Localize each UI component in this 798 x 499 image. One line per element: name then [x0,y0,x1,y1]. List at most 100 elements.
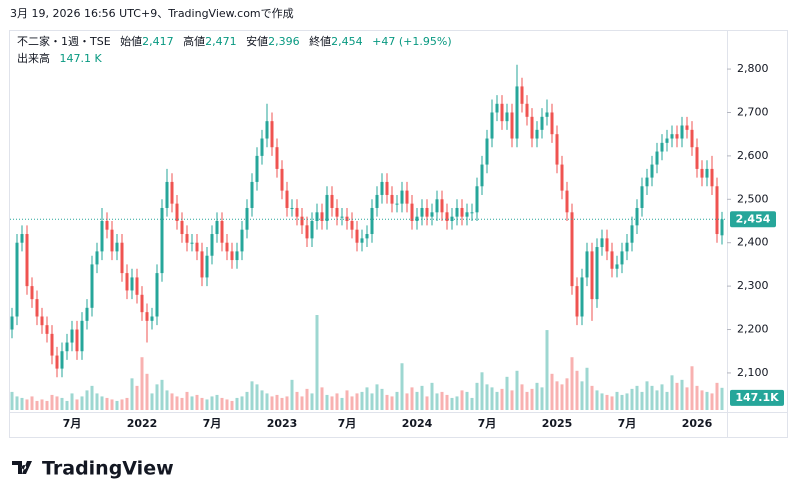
volume-bar [270,396,274,410]
volume-bar [50,394,54,410]
candle-body [650,164,654,178]
y-tick-label: 2,600 [737,149,769,162]
candle-body [440,199,444,213]
candle-body [500,103,504,122]
volume-bar [195,394,199,410]
volume-bar [90,385,94,410]
x-tick-label: 7月 [203,417,222,430]
candle-body [110,229,114,252]
volume-bar [495,391,499,410]
volume-bar [285,396,289,410]
candle-body [325,194,329,221]
volume-bar [70,393,74,410]
high-label: 高値 [183,34,205,48]
candle-body [80,320,84,352]
volume-bar [85,390,89,410]
volume-bar [365,387,369,410]
candle-body [25,234,29,287]
volume-bar [255,384,259,410]
candle-body [690,129,694,148]
candle-body [370,207,374,235]
y-tick-label: 2,200 [737,323,769,336]
candle-body [475,186,479,213]
candle-body [255,155,259,182]
close-label: 終値 [309,34,331,48]
volume-bar [505,376,509,410]
candle-body [150,316,154,321]
candle-body [180,221,184,235]
candle-body [545,112,549,117]
candle-body [315,212,319,221]
candle-body [175,203,179,221]
volume-bar [475,382,479,410]
candle-body [120,242,124,274]
candle-body [95,251,99,265]
candle-body [410,203,414,221]
volume-bar [645,381,649,410]
candle-body [520,86,524,104]
candle-body [610,251,614,269]
candle-body [470,212,474,214]
volume-bar [45,400,49,410]
candle-body [525,103,529,117]
candle-body [335,207,339,217]
last-price-badge [730,211,776,228]
volume-bar [210,396,214,410]
x-tick-label: 7月 [338,417,357,430]
candle-body [40,316,44,326]
volume-bar [660,384,664,410]
open-label: 始値 [120,34,142,48]
volume-bar [355,393,359,410]
y-tick-label: 2,700 [737,105,769,118]
volume-bar [300,396,304,410]
candle-body [290,207,294,209]
candle-body [535,129,539,139]
volume-bar [25,399,29,410]
close-value: 2,454 [331,35,363,48]
volume-bar [235,397,239,410]
candle-body [655,151,659,165]
candle-body [65,342,69,352]
candle-body [590,251,594,300]
volume-bar [20,397,24,410]
volume-bar [470,397,474,410]
chart-frame [9,30,788,438]
volume-bar [15,396,19,410]
candle-body [595,247,599,300]
candle-body [275,147,279,169]
candle-body [330,194,334,208]
candle-body [260,138,264,156]
volume-bar [560,384,564,410]
volume-bar [250,381,254,410]
candle-body [35,299,39,317]
volume-bar [350,396,354,410]
volume-bar [340,397,344,410]
candle-body [230,251,234,261]
y-tick-label: 2,400 [737,236,769,249]
candle-body [570,212,574,287]
volume-bar [685,387,689,410]
candle-body [225,242,229,252]
volume-bar [155,384,159,410]
volume-bar [60,397,64,410]
candle-body [220,221,224,243]
volume-bar [490,387,494,410]
candle-body [720,219,724,236]
candle-body [100,221,104,252]
volume-bar [130,378,134,410]
volume-bar [635,385,639,410]
candle-body [495,103,499,113]
candle-body [45,325,49,334]
candle-body [285,190,289,208]
volume-bar [330,396,334,410]
volume-bar [240,396,244,410]
volume-bar [525,391,529,410]
high-value: 2,471 [205,35,237,48]
candle-body [350,221,354,230]
low-label: 安値 [246,34,268,48]
candle-body [155,273,159,317]
volume-bar [205,399,209,410]
candle-body [615,264,619,269]
volume-bar [530,388,534,410]
volume-bar [520,384,524,410]
